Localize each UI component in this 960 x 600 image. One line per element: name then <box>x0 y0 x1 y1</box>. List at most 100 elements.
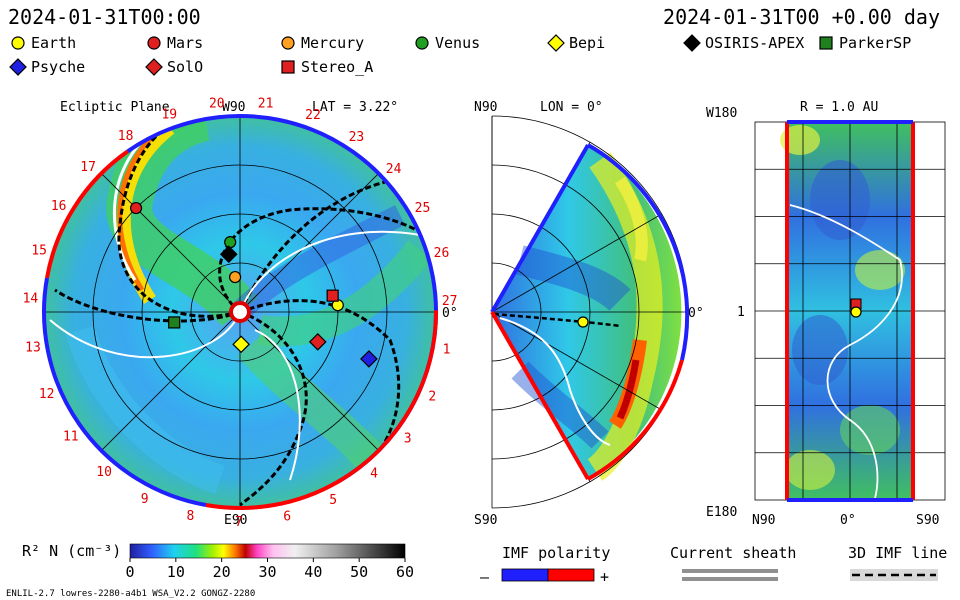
carrington-tick-26: 26 <box>434 246 450 261</box>
legend-marker <box>281 36 295 50</box>
carrington-tick-15: 15 <box>31 244 47 259</box>
carrington-tick-9: 9 <box>141 492 149 507</box>
carrington-tick-21: 21 <box>258 97 274 112</box>
legend-label: OSIRIS-APEX <box>705 34 804 52</box>
rmap-title: R = 1.0 AU <box>800 100 878 115</box>
carrington-tick-25: 25 <box>415 201 431 216</box>
carrington-tick-7: 7 <box>235 515 243 530</box>
legend-item-psyche: Psyche <box>9 58 85 76</box>
legend-label: Earth <box>31 34 76 52</box>
carrington-tick-19: 19 <box>161 107 177 122</box>
ecliptic-bodies <box>129 201 378 368</box>
carrington-tick-5: 5 <box>329 493 337 508</box>
rmap-xtick-0: 0° <box>840 513 856 528</box>
carrington-tick-20: 20 <box>209 96 225 111</box>
legend-item-mercury: Mercury <box>281 34 364 52</box>
ecliptic-right-label: 0° <box>442 306 458 321</box>
ecliptic-marker-mars <box>129 201 143 215</box>
legend-marker <box>415 36 429 50</box>
legend-label: Psyche <box>31 58 85 76</box>
legend-label: Mercury <box>301 34 364 52</box>
rmap-xtick-s90: S90 <box>916 513 939 528</box>
ecliptic-marker-stereo-a <box>326 289 339 302</box>
legend-label: Mars <box>167 34 203 52</box>
carrington-tick-22: 22 <box>305 108 321 123</box>
carrington-tick-4: 4 <box>370 467 378 482</box>
legend-item-solo: SolO <box>145 58 203 76</box>
carrington-tick-13: 13 <box>25 340 41 355</box>
carrington-tick-12: 12 <box>39 387 55 402</box>
legend-marker <box>145 58 163 76</box>
carrington-tick-17: 17 <box>80 160 96 175</box>
carrington-tick-24: 24 <box>386 162 402 177</box>
carrington-tick-3: 3 <box>404 431 412 446</box>
carrington-tick-6: 6 <box>283 510 291 525</box>
legend-label: Bepi <box>569 34 605 52</box>
legend-label: SolO <box>167 58 203 76</box>
ecliptic-marker-venus <box>224 236 237 249</box>
legend-label: Stereo_A <box>301 58 373 76</box>
legend-item-earth: Earth <box>11 34 76 52</box>
colorbar-tick-50: 50 <box>350 563 368 581</box>
colorbar-tick-20: 20 <box>213 563 231 581</box>
colorbar-tick-10: 10 <box>167 563 185 581</box>
carrington-tick-11: 11 <box>63 429 79 444</box>
footer-model-info: ENLIL-2.7 lowres-2280-a4b1 WSA_V2.2 GONG… <box>6 589 255 599</box>
header-right-time: 2024-01-31T00 +0.00 day <box>663 5 940 29</box>
imf-plus-label: + <box>600 568 609 586</box>
carrington-tick-18: 18 <box>118 129 134 144</box>
imf-line-label: 3D IMF line <box>848 544 947 562</box>
body-legend: Earth Mars Mercury Venus Bepi OSIRIS-APEX Park… <box>9 34 911 76</box>
legend-marker <box>819 36 833 50</box>
ecliptic-top-label: W90 <box>222 100 245 115</box>
meridional-earth-marker <box>577 316 589 328</box>
colorbar-label: R² N (cm⁻³) <box>22 542 121 560</box>
ecliptic-lat-label: LAT = 3.22° <box>312 100 398 115</box>
ecliptic-heatmap <box>42 114 438 510</box>
rmap-xtick-n90: N90 <box>752 513 775 528</box>
imf-negative-swatch <box>501 568 549 582</box>
colorbar-ticks: 0 10 20 30 40 50 60 <box>125 558 414 581</box>
legend-item-mars: Mars <box>147 34 203 52</box>
colorbar-tick-40: 40 <box>304 563 322 581</box>
ecliptic-marker-osiris-apex <box>219 245 238 264</box>
ecliptic-marker-parkersp <box>168 316 181 329</box>
ecliptic-marker-bepi <box>232 335 250 354</box>
carrington-tick-16: 16 <box>51 199 67 214</box>
meridional-top-label: N90 <box>474 100 497 115</box>
imf-positive-swatch <box>547 568 595 582</box>
ecliptic-marker-mercury <box>228 270 242 284</box>
meridional-right-label: 0° <box>688 306 704 321</box>
carrington-tick-23: 23 <box>349 130 365 145</box>
meridional-heatmap <box>490 115 690 509</box>
carrington-tick-1: 1 <box>443 343 451 358</box>
legend-label: Venus <box>435 34 480 52</box>
colorbar <box>129 543 406 559</box>
legend-item-osiris-apex: OSIRIS-APEX <box>683 34 804 52</box>
legend-item-bepi: Bepi <box>547 34 605 52</box>
header-left-time: 2024-01-31T00:00 <box>8 5 201 29</box>
legend-marker <box>281 60 295 74</box>
imf-minus-label: – <box>480 568 490 586</box>
ecliptic-marker-psyche <box>360 350 378 368</box>
colorbar-tick-0: 0 <box>125 563 134 581</box>
legend-marker <box>547 34 565 52</box>
rmap-bottom-label: E180 <box>706 505 737 520</box>
legend-item-parkersp: ParkerSP <box>819 34 911 52</box>
legend-marker <box>11 36 25 50</box>
current-sheath-swatch-1 <box>682 569 778 573</box>
legend-label: ParkerSP <box>839 34 911 52</box>
rmap-left-tick: 1 <box>737 305 745 320</box>
rmap-earth-marker <box>850 306 862 318</box>
current-sheath-label: Current sheath <box>670 544 796 562</box>
carrington-tick-8: 8 <box>186 509 194 524</box>
imf-polarity-label: IMF polarity <box>502 544 610 562</box>
ecliptic-marker-solo <box>308 333 327 351</box>
legend-marker <box>683 34 701 52</box>
colorbar-tick-30: 30 <box>258 563 276 581</box>
legend-marker <box>9 58 27 76</box>
ecliptic-bottom-label: E90 <box>224 513 247 528</box>
meridional-bottom-label: S90 <box>474 513 497 528</box>
